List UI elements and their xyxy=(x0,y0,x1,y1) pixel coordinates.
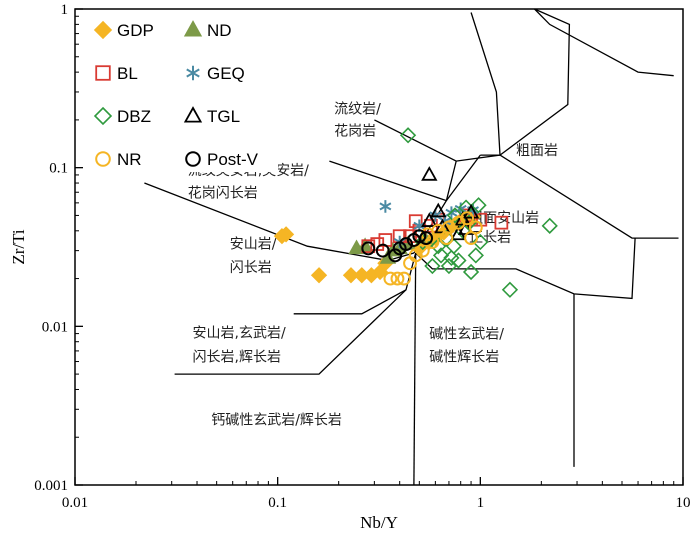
y-tick-label: 1 xyxy=(61,2,69,18)
data-point xyxy=(375,243,390,258)
data-point xyxy=(397,271,411,286)
legend-marker xyxy=(186,65,200,81)
data-point xyxy=(467,247,484,264)
legend-label: Post-V xyxy=(207,150,259,169)
data-point xyxy=(408,248,423,263)
data-point xyxy=(450,252,467,269)
data-point xyxy=(470,197,487,214)
data-point xyxy=(419,231,434,246)
region-label: 花岗岩 xyxy=(334,123,376,139)
region-label: 正长岩 xyxy=(469,230,511,246)
field-boundary-line xyxy=(329,160,447,202)
data-points xyxy=(273,127,558,298)
region-label: 花岗闪长岩 xyxy=(188,185,258,201)
series-nr xyxy=(383,211,483,286)
legend-background xyxy=(88,14,278,172)
legend-label: TGL xyxy=(207,107,240,126)
data-point xyxy=(388,248,403,263)
data-point xyxy=(454,210,472,226)
data-point xyxy=(390,271,405,286)
legend-marker xyxy=(93,20,113,40)
region-labels: 流纹岩/花岗岩粗面岩流纹英安岩,英安岩/花岗闪长岩粗面安山岩正长岩安山岩/闪长岩… xyxy=(188,101,558,428)
legend-marker xyxy=(183,106,203,123)
data-point xyxy=(494,215,509,230)
data-point xyxy=(473,212,488,227)
field-boundary-line xyxy=(413,252,417,486)
data-point xyxy=(379,200,392,213)
data-point xyxy=(432,247,450,264)
legend-label: NR xyxy=(117,150,142,169)
region-label: 安山岩/ xyxy=(230,236,277,252)
data-point xyxy=(430,202,447,218)
data-point xyxy=(446,207,464,224)
legend-label: BL xyxy=(117,64,138,83)
data-point xyxy=(399,237,413,252)
legend-marker xyxy=(185,151,201,167)
data-point xyxy=(472,233,489,251)
region-label: 流纹岩/ xyxy=(334,101,381,117)
field-boundary-line xyxy=(445,154,481,201)
field-boundary-line xyxy=(499,8,571,156)
data-point xyxy=(415,243,430,258)
legend-label: GEQ xyxy=(207,64,245,83)
region-label: 粗面岩 xyxy=(516,143,558,159)
legend-label: GDP xyxy=(117,21,154,40)
data-point xyxy=(462,263,480,281)
region-label: 安山岩,玄武岩/ xyxy=(193,325,286,342)
data-point xyxy=(361,241,376,256)
y-tick-label: 0.1 xyxy=(49,161,68,177)
field-boundary-line xyxy=(293,252,417,315)
legend-marker xyxy=(95,65,111,81)
legend-label: ND xyxy=(207,21,232,40)
series-post-v xyxy=(361,229,434,263)
x-axis-title: Nb/Y xyxy=(360,513,398,532)
region-label: 钙碱性玄武岩/辉长岩 xyxy=(211,412,342,429)
data-point xyxy=(424,257,441,275)
legend-marker xyxy=(93,106,113,126)
data-point xyxy=(541,217,558,234)
plot-frame xyxy=(74,8,684,486)
field-boundary-line xyxy=(470,12,501,156)
data-point xyxy=(310,267,328,284)
y-axis-title: Zr/Ti xyxy=(9,229,28,265)
data-point xyxy=(412,229,427,244)
data-point xyxy=(383,271,398,286)
region-label: 闪长岩 xyxy=(230,260,272,276)
x-tick-label: 0.1 xyxy=(268,495,287,511)
field-boundary-line xyxy=(534,8,674,77)
legend-label: DBZ xyxy=(117,107,151,126)
region-label: 碱性玄武岩/ xyxy=(429,325,504,342)
data-point xyxy=(273,228,291,245)
data-point xyxy=(460,211,475,226)
region-label: 闪长岩,辉长岩 xyxy=(193,350,281,366)
data-point xyxy=(421,166,438,181)
legend: GDP ND BL GEQ DBZ TGL NR Post-V xyxy=(88,14,278,172)
y-tick-label: 0.01 xyxy=(42,319,68,335)
data-point xyxy=(342,267,360,284)
x-tick-label: 10 xyxy=(676,495,691,511)
field-boundary-line xyxy=(174,289,407,375)
field-boundary-line xyxy=(415,238,636,300)
region-label: 碱性辉长岩 xyxy=(429,350,499,366)
y-tick-label: 0.001 xyxy=(34,478,68,494)
data-point xyxy=(434,218,451,234)
data-point xyxy=(464,231,479,246)
legend-marker xyxy=(183,20,203,37)
data-point xyxy=(421,212,438,227)
data-point xyxy=(399,127,417,144)
x-tick-label: 0.01 xyxy=(62,495,88,511)
legend-marker xyxy=(95,151,111,167)
data-point xyxy=(439,231,454,246)
x-tick-label: 1 xyxy=(477,495,485,511)
data-point xyxy=(501,281,519,298)
